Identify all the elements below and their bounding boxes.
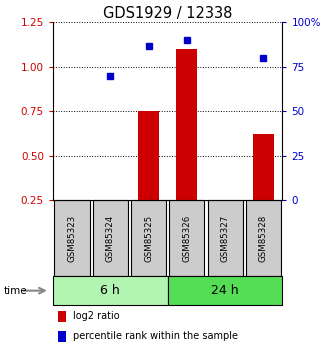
Bar bbox=[207, 200, 243, 276]
Text: GSM85326: GSM85326 bbox=[182, 215, 191, 262]
Text: GSM85325: GSM85325 bbox=[144, 215, 153, 262]
Bar bbox=[246, 200, 281, 276]
Bar bbox=[53, 276, 168, 305]
Title: GDS1929 / 12338: GDS1929 / 12338 bbox=[103, 6, 232, 21]
Text: time: time bbox=[3, 286, 27, 296]
Bar bbox=[55, 200, 90, 276]
Text: 6 h: 6 h bbox=[100, 284, 120, 297]
Text: 24 h: 24 h bbox=[211, 284, 239, 297]
Text: percentile rank within the sample: percentile rank within the sample bbox=[73, 331, 238, 341]
Bar bbox=[176, 49, 197, 200]
Bar bbox=[253, 134, 274, 200]
Text: GSM85327: GSM85327 bbox=[221, 215, 230, 262]
Bar bbox=[169, 200, 204, 276]
Text: log2 ratio: log2 ratio bbox=[73, 312, 119, 322]
Bar bbox=[131, 200, 166, 276]
Text: GSM85324: GSM85324 bbox=[106, 215, 115, 262]
Bar bbox=[138, 111, 159, 200]
Text: GSM85323: GSM85323 bbox=[68, 215, 77, 262]
Text: GSM85328: GSM85328 bbox=[259, 215, 268, 262]
Bar bbox=[93, 200, 128, 276]
Bar bbox=[57, 311, 66, 322]
Bar bbox=[57, 331, 66, 342]
Bar bbox=[168, 276, 282, 305]
